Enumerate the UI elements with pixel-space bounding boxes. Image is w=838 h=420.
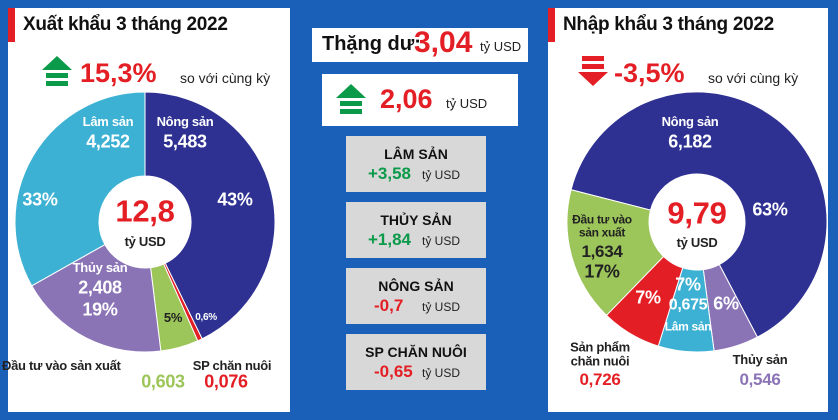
surplus-value: 3,04	[414, 26, 473, 59]
item-box: LÂM SẢN +3,58 tỷ USD	[346, 136, 486, 192]
total-unit: tỷ USD	[124, 234, 166, 250]
item-name: NÔNG SẢN	[378, 278, 454, 294]
slice-percent: 33%	[22, 189, 58, 210]
slice-name: SP chăn nuôi	[192, 358, 272, 374]
slice-value: 0,546	[739, 370, 781, 390]
slice-percent: 6%	[713, 293, 739, 314]
item-name: SP CHĂN NUÔI	[365, 344, 467, 360]
donut-hole	[99, 176, 191, 268]
slice-value: 0,603	[141, 371, 185, 392]
item-value: +1,84	[368, 230, 412, 249]
change-unit: tỷ USD	[446, 96, 488, 111]
slice-name: Thủy sản	[72, 260, 128, 276]
slice-value: 0,726	[579, 370, 621, 390]
slice-name: Sản phẩm chăn nuôi	[570, 339, 630, 368]
slice-percent: 19%	[82, 299, 118, 320]
slice-value: 6,182	[668, 131, 712, 152]
slice-percent: 7%	[675, 274, 701, 295]
slice-name: Lâm sản	[664, 319, 712, 334]
slice-name: Nông sản	[156, 114, 214, 130]
import-title: Nhập khẩu 3 tháng 2022	[548, 8, 823, 42]
slice-percent: 0,6%	[195, 311, 217, 323]
item-value: -0,65	[374, 362, 413, 381]
item-unit: tỷ USD	[422, 234, 461, 248]
item-unit: tỷ USD	[422, 168, 461, 182]
up-arrow	[336, 84, 366, 114]
total-value: 9,79	[667, 195, 727, 231]
item-unit: tỷ USD	[422, 366, 461, 380]
change-value: 2,06	[380, 84, 433, 114]
slice-percent: 63%	[752, 199, 788, 220]
down-arrow	[578, 56, 608, 86]
item-box: NÔNG SẢN -0,7 tỷ USD	[346, 268, 486, 324]
slice-name: Lâm sản	[82, 114, 134, 130]
surplus-unit: tỷ USD	[480, 39, 522, 54]
import-change-note: so với cùng kỳ	[708, 70, 799, 86]
slice-value: 4,252	[86, 131, 130, 152]
slice-value: 0,076	[204, 371, 248, 392]
item-box: THỦY SẢN +1,84 tỷ USD	[346, 202, 486, 258]
slice-value: 0,675	[668, 296, 708, 314]
item-box: SP CHĂN NUÔI -0,65 tỷ USD	[346, 334, 486, 390]
surplus-box: Thặng dư: 3,04 tỷ USD	[312, 26, 528, 62]
item-value: +3,58	[368, 164, 412, 183]
slice-name: Đầu tư vào sản xuất	[2, 358, 121, 374]
item-name: THỦY SẢN	[380, 212, 452, 228]
slice-percent: 7%	[635, 287, 661, 308]
slice-percent: 17%	[584, 261, 620, 282]
total-value: 12,8	[115, 193, 175, 229]
total-unit: tỷ USD	[676, 235, 718, 251]
slice-name: Đầu tư vào sản xuất	[572, 212, 632, 239]
item-name: LÂM SẢN	[384, 146, 448, 162]
item-unit: tỷ USD	[422, 300, 461, 314]
slice-percent: 43%	[217, 189, 253, 210]
source: Nguồn: Bộ Nông nghiệp và Phát triển nông…	[655, 402, 826, 411]
export-change-note: so với cùng kỳ	[180, 70, 271, 86]
change-box: 2,06 tỷ USD	[322, 74, 518, 126]
export-change: 15,3%	[80, 58, 157, 88]
import-change: -3,5%	[614, 58, 685, 88]
slice-name: Nông sản	[661, 114, 719, 130]
donut-hole	[649, 174, 745, 270]
up-arrow	[42, 56, 72, 86]
slice-value: 2,408	[78, 277, 122, 298]
item-value: -0,7	[374, 296, 404, 315]
slice-percent: 5%	[163, 310, 183, 326]
slice-name: Thủy sản	[732, 352, 788, 368]
export-title: Xuất khẩu 3 tháng 2022	[8, 8, 285, 42]
surplus-label: Thặng dư:	[322, 33, 421, 55]
slice-value: 5,483	[163, 131, 207, 152]
slice-value: 1,634	[581, 242, 623, 262]
